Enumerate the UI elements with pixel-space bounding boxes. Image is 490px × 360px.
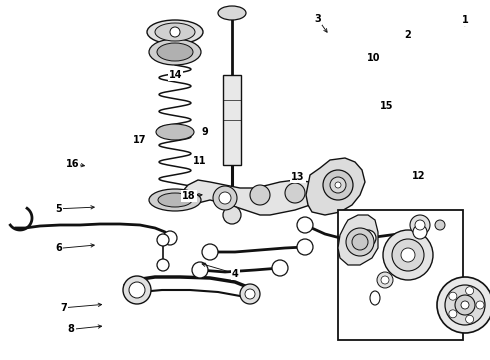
Text: 11: 11: [193, 156, 207, 166]
Circle shape: [449, 310, 457, 318]
Circle shape: [377, 272, 393, 288]
Circle shape: [435, 220, 445, 230]
Circle shape: [297, 239, 313, 255]
Text: 1: 1: [462, 15, 469, 25]
Ellipse shape: [155, 23, 195, 41]
Circle shape: [437, 277, 490, 333]
Circle shape: [346, 228, 374, 256]
Ellipse shape: [223, 206, 241, 224]
Circle shape: [192, 262, 208, 278]
Text: 15: 15: [380, 101, 394, 111]
Circle shape: [360, 230, 376, 246]
Ellipse shape: [149, 39, 201, 65]
Circle shape: [285, 183, 305, 203]
Ellipse shape: [149, 189, 201, 211]
Circle shape: [323, 170, 353, 200]
Polygon shape: [338, 215, 378, 265]
Circle shape: [330, 177, 346, 193]
Circle shape: [381, 276, 389, 284]
Text: 18: 18: [182, 191, 196, 201]
Circle shape: [163, 231, 177, 245]
Circle shape: [129, 282, 145, 298]
Text: 4: 4: [232, 269, 239, 279]
Bar: [223, 75, 241, 165]
Circle shape: [383, 230, 433, 280]
Circle shape: [410, 215, 430, 235]
Bar: [338, 210, 463, 340]
Circle shape: [213, 186, 237, 210]
Text: 10: 10: [367, 53, 380, 63]
Circle shape: [335, 182, 341, 188]
Text: 14: 14: [169, 70, 182, 80]
Ellipse shape: [156, 124, 194, 140]
Text: 7: 7: [60, 303, 67, 313]
Polygon shape: [180, 180, 325, 215]
Text: 8: 8: [68, 324, 74, 334]
Circle shape: [461, 301, 469, 309]
Circle shape: [352, 234, 368, 250]
Circle shape: [415, 220, 425, 230]
Circle shape: [245, 289, 255, 299]
Circle shape: [476, 301, 484, 309]
Circle shape: [466, 287, 474, 295]
Circle shape: [170, 27, 180, 37]
Text: 3: 3: [314, 14, 321, 24]
Circle shape: [297, 217, 313, 233]
Circle shape: [157, 234, 169, 246]
Text: 5: 5: [55, 204, 62, 214]
Ellipse shape: [147, 20, 203, 44]
Circle shape: [455, 295, 475, 315]
Circle shape: [123, 276, 151, 304]
Ellipse shape: [218, 6, 246, 20]
Circle shape: [392, 239, 424, 271]
Text: 16: 16: [66, 159, 79, 169]
Circle shape: [157, 259, 169, 271]
Text: 9: 9: [201, 127, 208, 138]
Text: 17: 17: [133, 135, 147, 145]
Circle shape: [449, 292, 457, 300]
Ellipse shape: [157, 43, 193, 61]
Circle shape: [202, 244, 218, 260]
Circle shape: [240, 284, 260, 304]
Circle shape: [250, 185, 270, 205]
Text: 12: 12: [412, 171, 426, 181]
Circle shape: [401, 248, 415, 262]
Circle shape: [466, 315, 474, 323]
Text: 2: 2: [404, 30, 411, 40]
Circle shape: [219, 192, 231, 204]
Text: 13: 13: [291, 172, 305, 182]
Circle shape: [445, 285, 485, 325]
Ellipse shape: [158, 193, 192, 207]
Text: 6: 6: [55, 243, 62, 253]
Polygon shape: [306, 158, 365, 215]
Circle shape: [413, 225, 427, 239]
Circle shape: [272, 260, 288, 276]
